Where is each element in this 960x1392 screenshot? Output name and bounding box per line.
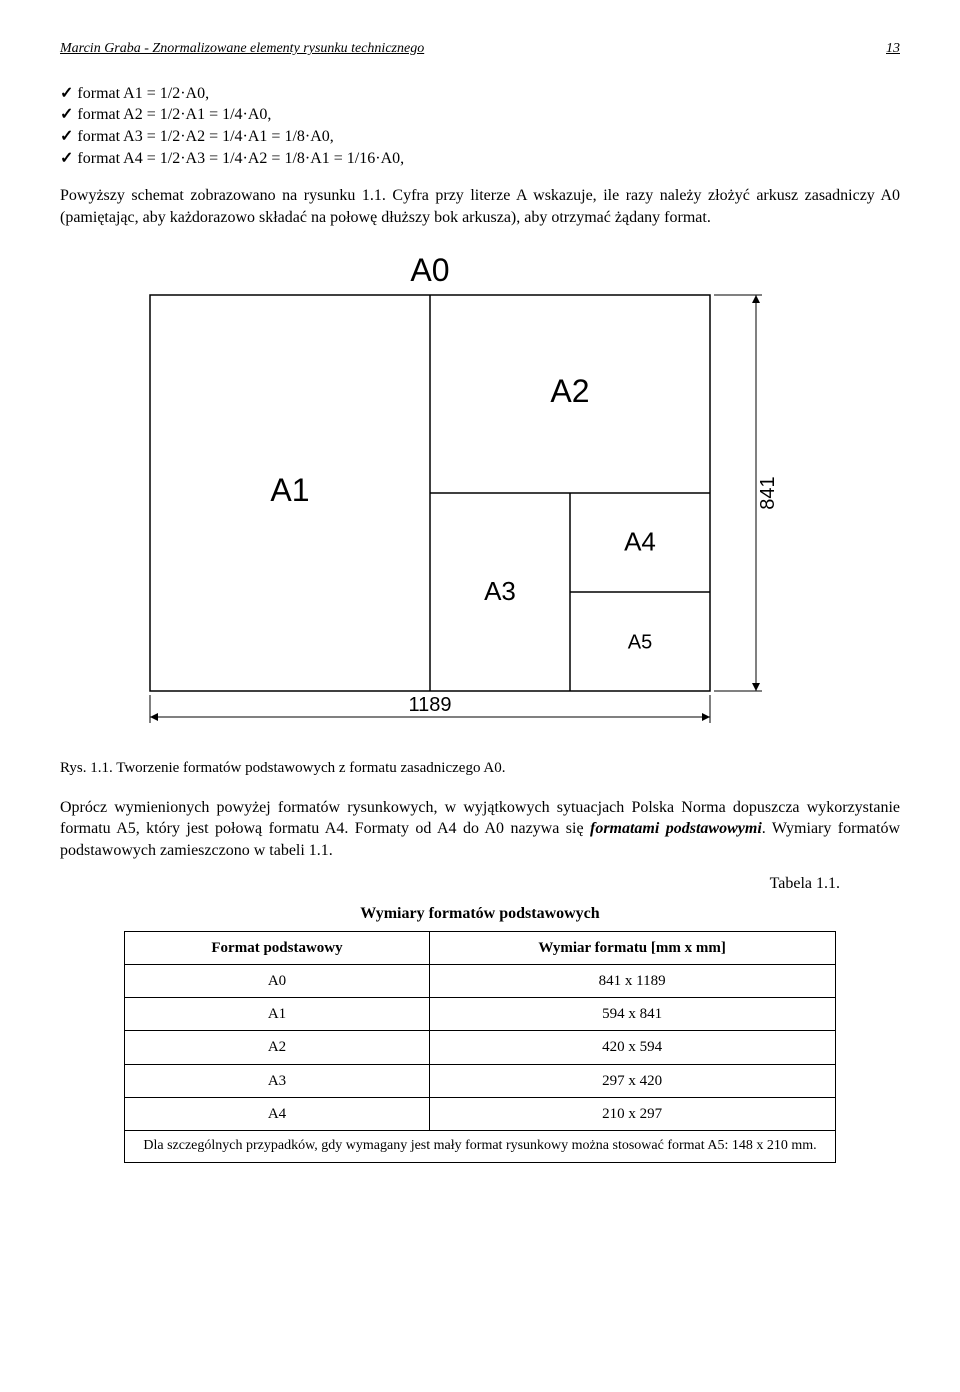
paragraph-intro: Powyższy schemat zobrazowano na rysunku … <box>60 185 900 228</box>
figure-caption: Rys. 1.1. Tworzenie formatów podstawowyc… <box>60 758 900 778</box>
svg-text:A1: A1 <box>270 472 309 508</box>
cell-dim: 841 x 1189 <box>429 964 835 997</box>
list-item: format A2 = 1/2·A1 = 1/4·A0, <box>60 104 900 126</box>
paragraph-formats: Oprócz wymienionych powyżej formatów rys… <box>60 797 900 862</box>
cell-format: A2 <box>125 1031 429 1064</box>
list-item: format A4 = 1/2·A3 = 1/4·A2 = 1/8·A1 = 1… <box>60 148 900 170</box>
cell-format: A0 <box>125 964 429 997</box>
cell-format: A1 <box>125 998 429 1031</box>
table-footer-row: Dla szczególnych przypadków, gdy wymagan… <box>125 1131 835 1163</box>
cell-dim: 210 x 297 <box>429 1097 835 1130</box>
svg-text:A5: A5 <box>628 632 652 654</box>
cell-dim: 594 x 841 <box>429 998 835 1031</box>
table-title: Wymiary formatów podstawowych <box>60 903 900 925</box>
cell-dim: 420 x 594 <box>429 1031 835 1064</box>
table-row: A2 420 x 594 <box>125 1031 835 1064</box>
header-page-number: 13 <box>886 40 900 59</box>
para2-emphasis: formatami podstawowymi <box>590 820 762 837</box>
header-title: Marcin Graba - Znormalizowane elementy r… <box>60 40 424 59</box>
col-format: Format podstawowy <box>125 931 429 964</box>
cell-format: A3 <box>125 1064 429 1097</box>
svg-text:1189: 1189 <box>408 694 451 716</box>
list-item: format A3 = 1/2·A2 = 1/4·A1 = 1/8·A0, <box>60 126 900 148</box>
svg-text:A2: A2 <box>550 373 589 409</box>
page-header: Marcin Graba - Znormalizowane elementy r… <box>60 40 900 59</box>
table-label: Tabela 1.1. <box>60 873 840 895</box>
cell-format: A4 <box>125 1097 429 1130</box>
svg-text:A4: A4 <box>624 527 656 557</box>
table-row: A3 297 x 420 <box>125 1064 835 1097</box>
svg-text:841: 841 <box>757 477 779 510</box>
table-row: A0 841 x 1189 <box>125 964 835 997</box>
table-header-row: Format podstawowy Wymiar formatu [mm x m… <box>125 931 835 964</box>
table-footer: Dla szczególnych przypadków, gdy wymagan… <box>125 1131 835 1163</box>
svg-text:A3: A3 <box>484 576 516 606</box>
table-row: A4 210 x 297 <box>125 1097 835 1130</box>
col-dimensions: Wymiar formatu [mm x mm] <box>429 931 835 964</box>
svg-text:A0: A0 <box>410 252 449 288</box>
cell-dim: 297 x 420 <box>429 1064 835 1097</box>
format-bullet-list: format A1 = 1/2·A0, format A2 = 1/2·A1 =… <box>60 83 900 169</box>
formats-table: Format podstawowy Wymiar formatu [mm x m… <box>124 931 835 1163</box>
a0-subdivision-diagram: A0 A1 A2 A3 A4 A5 1189 841 <box>120 240 840 740</box>
list-item: format A1 = 1/2·A0, <box>60 83 900 105</box>
table-row: A1 594 x 841 <box>125 998 835 1031</box>
